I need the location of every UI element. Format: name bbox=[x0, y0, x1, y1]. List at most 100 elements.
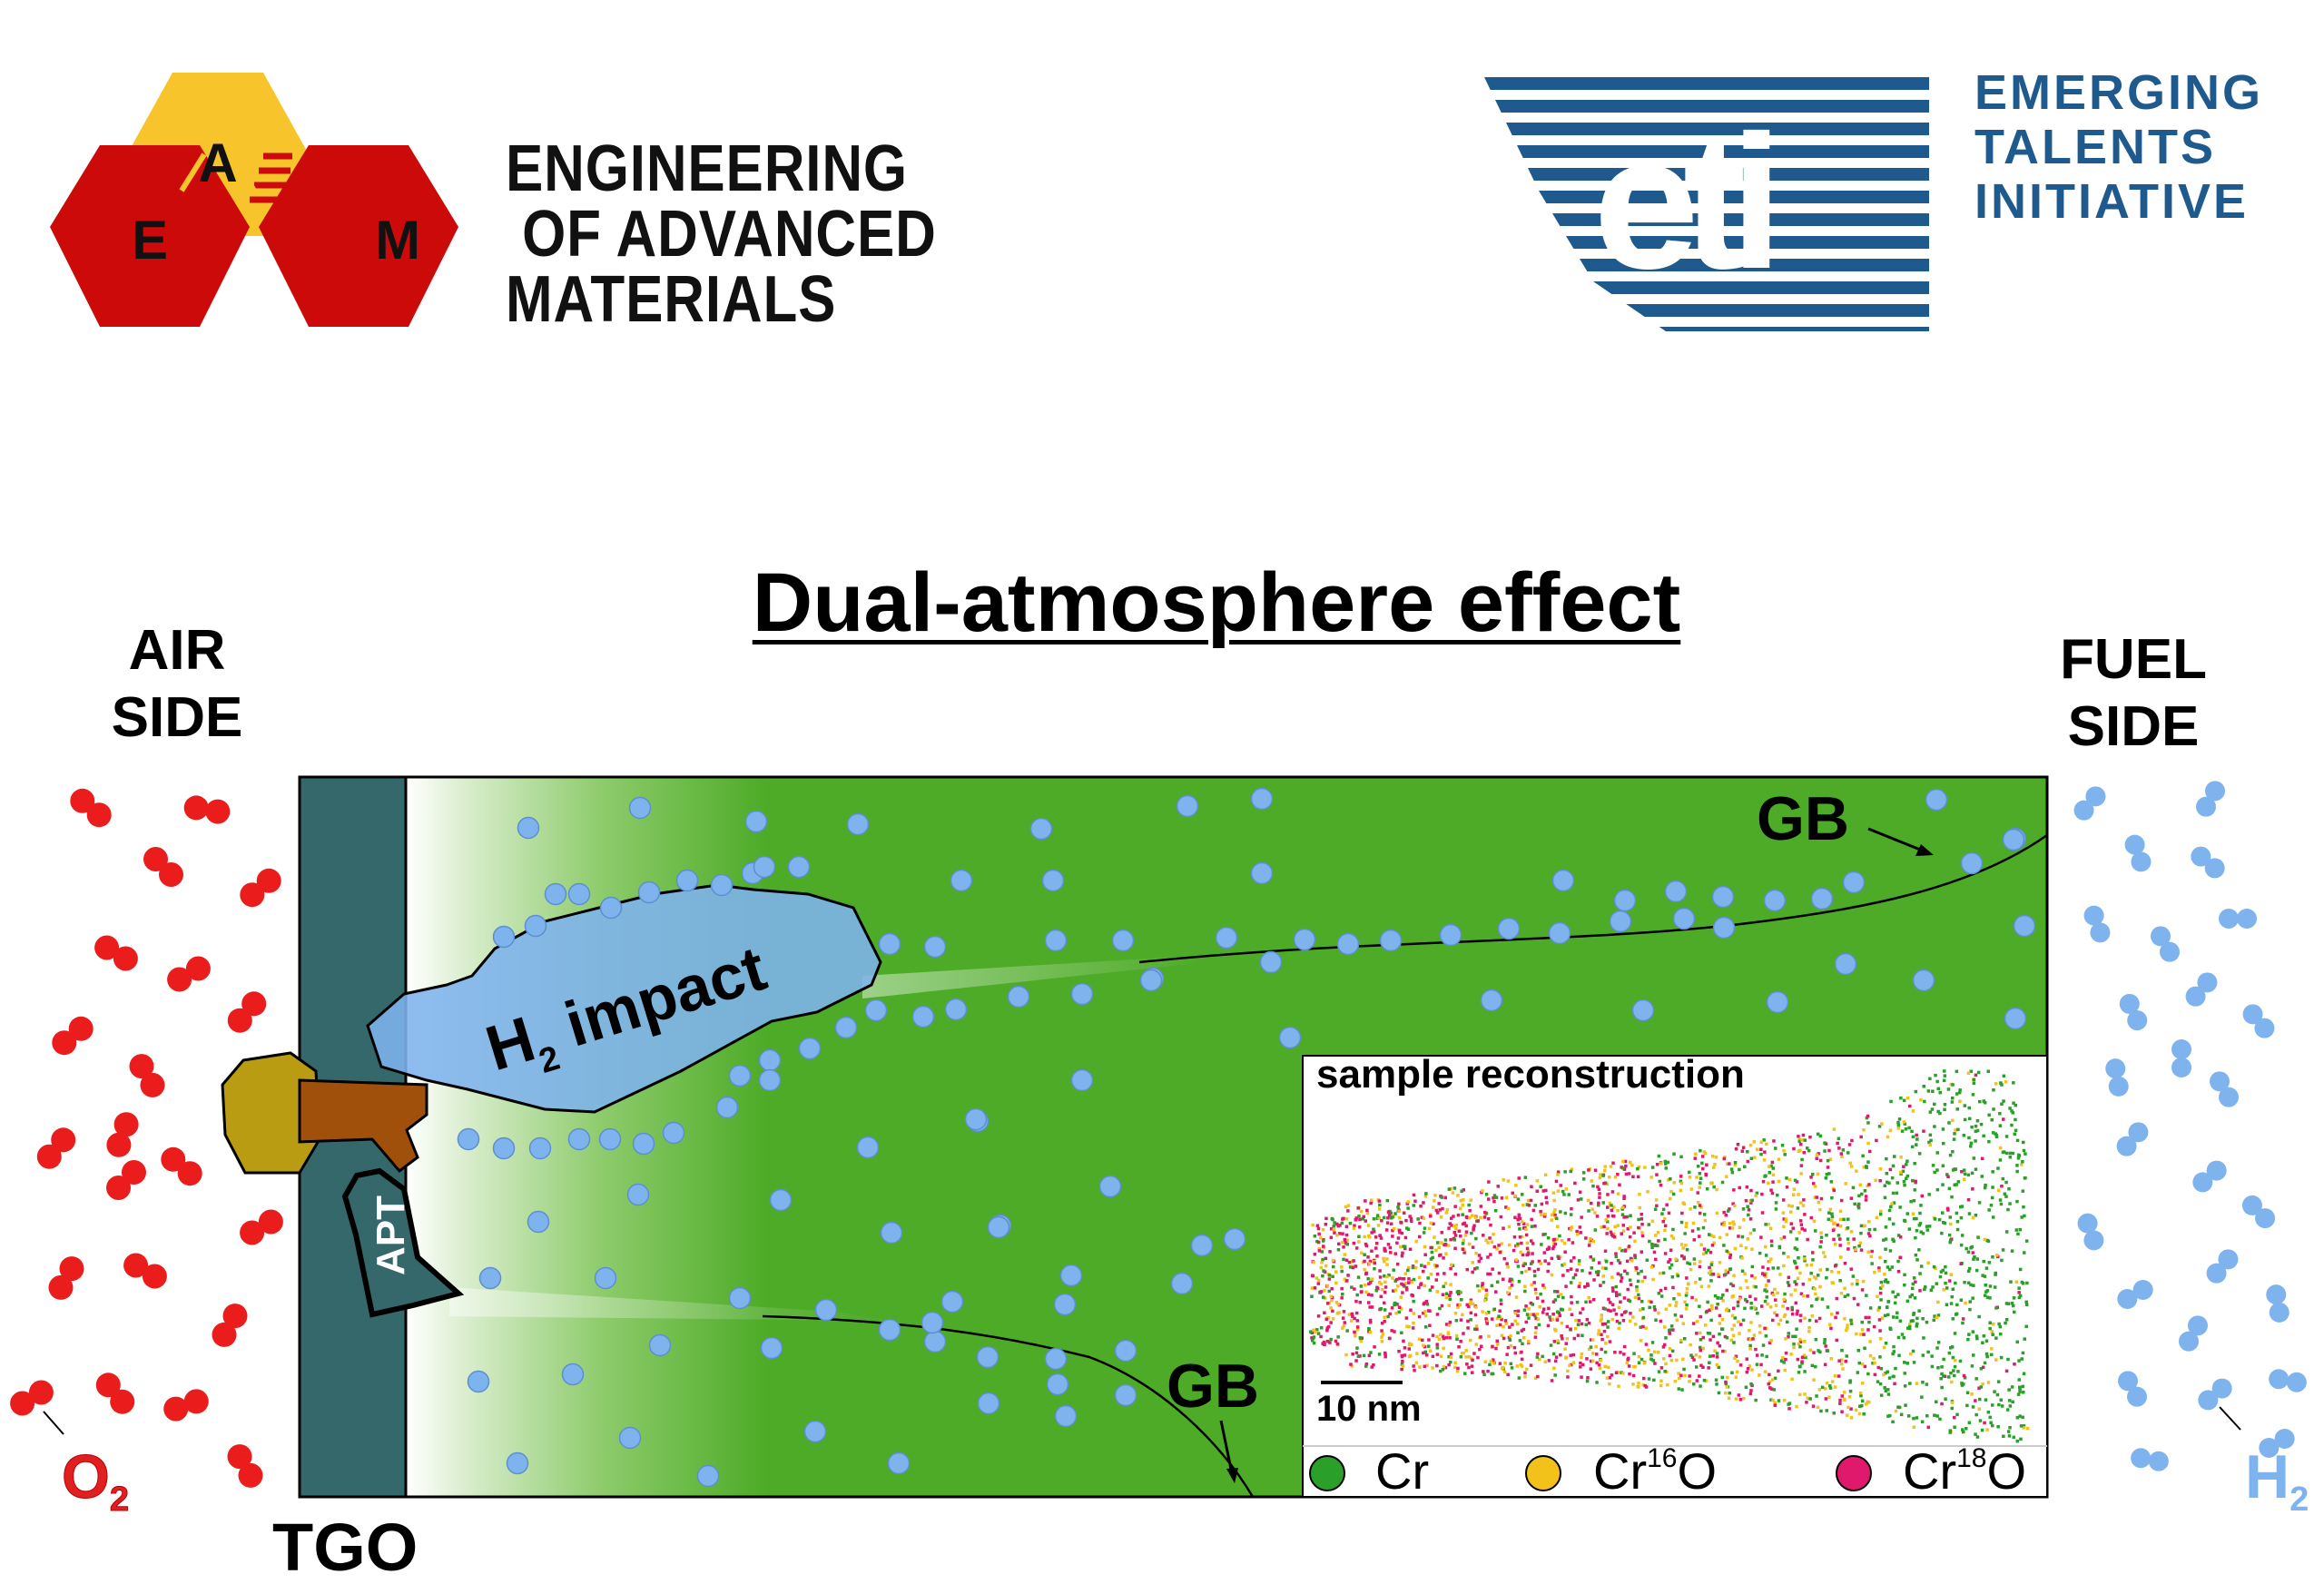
recon-atom bbox=[1733, 1161, 1738, 1165]
recon-atom bbox=[1614, 1313, 1619, 1316]
recon-atom bbox=[1544, 1188, 1548, 1193]
fuel-side-line-1: FUEL bbox=[2060, 628, 2207, 691]
recon-atom bbox=[1674, 1301, 1679, 1304]
recon-atom bbox=[1452, 1215, 1455, 1218]
recon-atom bbox=[1943, 1221, 1947, 1225]
recon-atom bbox=[1962, 1382, 1965, 1386]
recon-atom bbox=[1783, 1292, 1787, 1296]
recon-atom bbox=[1760, 1192, 1764, 1196]
recon-atom bbox=[1385, 1263, 1389, 1266]
recon-atom bbox=[1592, 1278, 1596, 1282]
recon-atom bbox=[1728, 1267, 1733, 1271]
recon-atom bbox=[1619, 1273, 1622, 1277]
hydrogen-atom bbox=[911, 1005, 935, 1028]
recon-atom bbox=[1380, 1322, 1384, 1325]
recon-atom bbox=[1356, 1206, 1360, 1210]
recon-atom bbox=[1967, 1421, 1972, 1424]
recon-atom bbox=[1462, 1221, 1466, 1225]
recon-atom bbox=[1784, 1351, 1788, 1355]
recon-atom bbox=[1898, 1255, 1902, 1259]
recon-atom bbox=[1563, 1211, 1568, 1215]
o2-atom bbox=[177, 1161, 202, 1186]
recon-atom bbox=[1891, 1237, 1895, 1242]
recon-atom bbox=[1998, 1146, 2003, 1150]
recon-atom bbox=[1898, 1170, 1903, 1175]
recon-atom bbox=[1785, 1320, 1789, 1324]
recon-atom bbox=[1824, 1176, 1828, 1180]
recon-atom bbox=[1419, 1283, 1423, 1286]
recon-atom bbox=[1949, 1346, 1953, 1350]
recon-atom bbox=[1898, 1319, 1903, 1323]
recon-atom bbox=[1951, 1317, 1955, 1321]
recon-atom bbox=[1806, 1237, 1809, 1242]
hydrogen-atom bbox=[744, 810, 768, 833]
recon-atom bbox=[1628, 1235, 1632, 1239]
recon-atom bbox=[1600, 1313, 1603, 1317]
recon-atom bbox=[1953, 1425, 1956, 1429]
recon-atom bbox=[1347, 1260, 1352, 1264]
recon-atom bbox=[1316, 1278, 1321, 1283]
hydrogen-atom bbox=[594, 1266, 617, 1290]
recon-atom bbox=[1899, 1096, 1903, 1100]
recon-atom bbox=[2010, 1249, 2014, 1253]
recon-atom bbox=[1677, 1387, 1681, 1391]
recon-atom bbox=[1659, 1288, 1663, 1293]
recon-atom bbox=[1809, 1263, 1814, 1267]
recon-atom bbox=[1696, 1201, 1700, 1205]
recon-atom bbox=[1988, 1415, 1992, 1420]
recon-atom bbox=[1761, 1343, 1766, 1347]
recon-atom bbox=[1472, 1228, 1475, 1232]
recon-atom bbox=[1737, 1235, 1740, 1238]
recon-atom bbox=[1798, 1337, 1802, 1342]
recon-atom bbox=[1693, 1156, 1697, 1160]
recon-atom bbox=[1890, 1265, 1895, 1269]
recon-atom bbox=[1926, 1089, 1931, 1093]
recon-atom bbox=[1742, 1396, 1746, 1401]
recon-atom bbox=[1523, 1262, 1527, 1266]
recon-atom bbox=[1637, 1293, 1640, 1297]
recon-atom bbox=[1477, 1254, 1482, 1257]
recon-atom bbox=[1412, 1312, 1416, 1315]
hydrogen-atom bbox=[880, 1221, 903, 1245]
recon-atom bbox=[1883, 1313, 1887, 1318]
recon-atom bbox=[1586, 1282, 1590, 1286]
recon-atom bbox=[1937, 1217, 1942, 1222]
recon-atom bbox=[1606, 1193, 1610, 1196]
recon-atom bbox=[1946, 1175, 1950, 1179]
recon-atom bbox=[1797, 1139, 1802, 1144]
h2-atom bbox=[2269, 1369, 2290, 1390]
recon-atom bbox=[1846, 1326, 1849, 1330]
recon-atom bbox=[1898, 1205, 1902, 1209]
recon-atom bbox=[1535, 1355, 1540, 1359]
recon-atom bbox=[1789, 1230, 1793, 1234]
recon-atom bbox=[1527, 1316, 1531, 1320]
recon-atom bbox=[1563, 1170, 1567, 1174]
recon-atom bbox=[1524, 1233, 1529, 1237]
recon-atom bbox=[1991, 1131, 1995, 1135]
recon-atom bbox=[1921, 1232, 1925, 1235]
recon-atom bbox=[1319, 1265, 1324, 1270]
recon-atom bbox=[1627, 1172, 1631, 1176]
recon-atom bbox=[1429, 1221, 1433, 1225]
recon-atom bbox=[1531, 1242, 1535, 1245]
recon-atom bbox=[1324, 1223, 1328, 1226]
recon-atom bbox=[1449, 1360, 1452, 1364]
recon-atom bbox=[1798, 1364, 1802, 1369]
recon-atom bbox=[1728, 1207, 1731, 1211]
recon-atom bbox=[1598, 1195, 1601, 1199]
recon-atom bbox=[1952, 1168, 1955, 1172]
recon-atom bbox=[1598, 1192, 1601, 1195]
recon-atom bbox=[1562, 1193, 1566, 1196]
recon-atom bbox=[1664, 1336, 1668, 1340]
recon-atom bbox=[1407, 1281, 1411, 1284]
recon-atom bbox=[1642, 1376, 1646, 1381]
recon-atom bbox=[1878, 1336, 1883, 1341]
hydrogen-atom bbox=[626, 1183, 650, 1206]
recon-atom bbox=[1949, 1082, 1953, 1087]
recon-atom bbox=[1708, 1233, 1711, 1236]
recon-atom bbox=[1746, 1205, 1749, 1208]
recon-atom bbox=[1926, 1261, 1930, 1265]
recon-atom bbox=[1559, 1353, 1562, 1357]
hydrogen-atom bbox=[923, 1330, 947, 1353]
recon-atom bbox=[1853, 1245, 1856, 1250]
